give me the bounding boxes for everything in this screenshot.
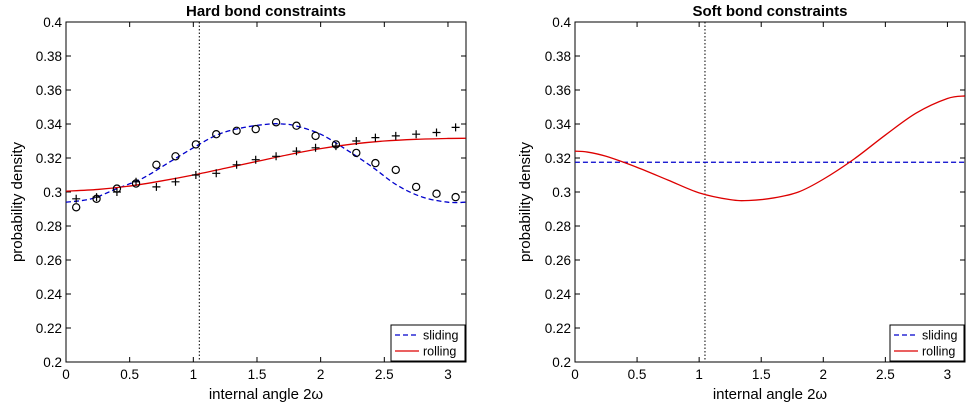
hard-bond-xlabel: internal angle 2ω: [209, 386, 324, 403]
y-tick-label: 0.4: [552, 15, 571, 30]
hard-bond-panel: Hard bond constraints internal angle 2ω …: [9, 3, 467, 403]
y-tick-label: 0.4: [43, 15, 62, 30]
y-tick-label: 0.36: [36, 83, 62, 98]
x-tick-label: 0.5: [120, 367, 139, 382]
y-tick-label: 0.34: [36, 117, 63, 132]
plus-marker-point: [92, 193, 101, 202]
y-tick-label: 0.28: [36, 219, 62, 234]
y-tick-label: 0.3: [43, 185, 62, 200]
circle-marker-point: [371, 158, 380, 168]
x-tick-label: 0: [62, 367, 70, 382]
hard-bond-title: Hard bond constraints: [186, 3, 346, 20]
y-tick-label: 0.38: [36, 49, 62, 64]
circle-marker-point: [251, 124, 260, 134]
plus-marker-point: [132, 177, 141, 186]
y-tick-label: 0.3: [552, 185, 571, 200]
x-tick-label: 2.5: [375, 367, 394, 382]
soft-bond-title: Soft bond constraints: [693, 3, 848, 20]
plus-marker-point: [292, 147, 301, 156]
legend-label-sliding: sliding: [922, 329, 957, 343]
x-tick-label: 2: [820, 367, 828, 382]
x-tick-label: 3: [444, 367, 452, 382]
circle-marker-point: [391, 165, 400, 175]
x-tick-label: 1.5: [752, 367, 771, 382]
plus-marker-point: [152, 182, 161, 191]
legend-label-sliding: sliding: [423, 329, 458, 343]
legend: sliding rolling: [889, 324, 965, 362]
circle-marker-point: [171, 152, 180, 161]
circle-marker-point: [152, 160, 161, 169]
plus-marker-point: [432, 128, 441, 137]
series-line-sliding: [66, 123, 466, 204]
series-line-rolling: [575, 95, 965, 202]
circle-marker-point: [432, 189, 441, 198]
plus-marker-point: [331, 142, 340, 151]
plus-marker-point: [371, 133, 380, 142]
legend-label-rolling: rolling: [423, 345, 456, 359]
plus-marker-point: [352, 137, 361, 145]
hard-bond-ylabel: probability density: [9, 141, 26, 262]
circle-marker-point: [212, 129, 221, 139]
plus-marker-point: [212, 169, 221, 178]
circle-marker-point: [411, 182, 421, 192]
x-tick-label: 2.5: [876, 367, 895, 382]
x-tick-label: 1.5: [248, 367, 267, 382]
x-tick-label: 2: [317, 367, 325, 382]
y-tick-label: 0.36: [545, 83, 571, 98]
y-tick-label: 0.32: [36, 151, 62, 166]
plus-marker-point: [451, 123, 460, 132]
soft-bond-panel: Soft bond constraints internal angle 2ω …: [517, 3, 966, 403]
y-tick-label: 0.22: [36, 321, 62, 336]
x-tick-label: 1: [695, 367, 703, 382]
plus-marker-point: [391, 131, 400, 140]
y-tick-label: 0.32: [545, 151, 571, 166]
y-tick-label: 0.2: [552, 355, 571, 370]
series-line-rolling: [66, 137, 466, 192]
soft-bond-ylabel: probability density: [517, 141, 534, 262]
circle-marker-point: [271, 118, 281, 127]
x-tick-label: 0.5: [628, 367, 647, 382]
circle-marker-point: [292, 121, 301, 130]
x-tick-label: 3: [944, 367, 952, 382]
plot-area-frame: [574, 21, 966, 363]
circle-marker-point: [71, 203, 81, 212]
y-tick-label: 0.22: [545, 321, 571, 336]
soft-bond-xlabel: internal angle 2ω: [713, 386, 828, 403]
x-tick-label: 1: [190, 367, 198, 382]
plus-marker-point: [412, 130, 421, 139]
x-tick-label: 0: [571, 367, 579, 382]
y-tick-label: 0.26: [545, 253, 571, 268]
plus-marker-point: [191, 171, 200, 179]
circle-marker-point: [191, 140, 201, 149]
y-tick-label: 0.28: [545, 219, 571, 234]
circle-marker-point: [311, 131, 320, 141]
plus-marker-point: [112, 188, 121, 196]
legend-box: [889, 324, 965, 362]
legend-box: [390, 324, 466, 362]
y-tick-label: 0.2: [43, 355, 62, 370]
y-tick-label: 0.34: [545, 117, 572, 132]
circle-marker-point: [232, 126, 241, 136]
legend-label-rolling: rolling: [922, 345, 955, 359]
plus-marker-point: [311, 143, 320, 152]
y-tick-label: 0.26: [36, 253, 62, 268]
y-tick-label: 0.38: [545, 49, 571, 64]
y-tick-label: 0.24: [36, 287, 63, 302]
y-tick-label: 0.24: [545, 287, 572, 302]
plus-marker-point: [251, 155, 260, 164]
circle-marker-point: [451, 192, 460, 202]
plus-marker-point: [72, 194, 81, 203]
circle-marker-point: [352, 148, 361, 158]
plus-marker-point: [272, 152, 281, 161]
plot-area-frame: [65, 21, 467, 363]
plus-marker-point: [171, 177, 180, 186]
legend: sliding rolling: [390, 324, 466, 362]
plus-marker-point: [232, 160, 241, 169]
